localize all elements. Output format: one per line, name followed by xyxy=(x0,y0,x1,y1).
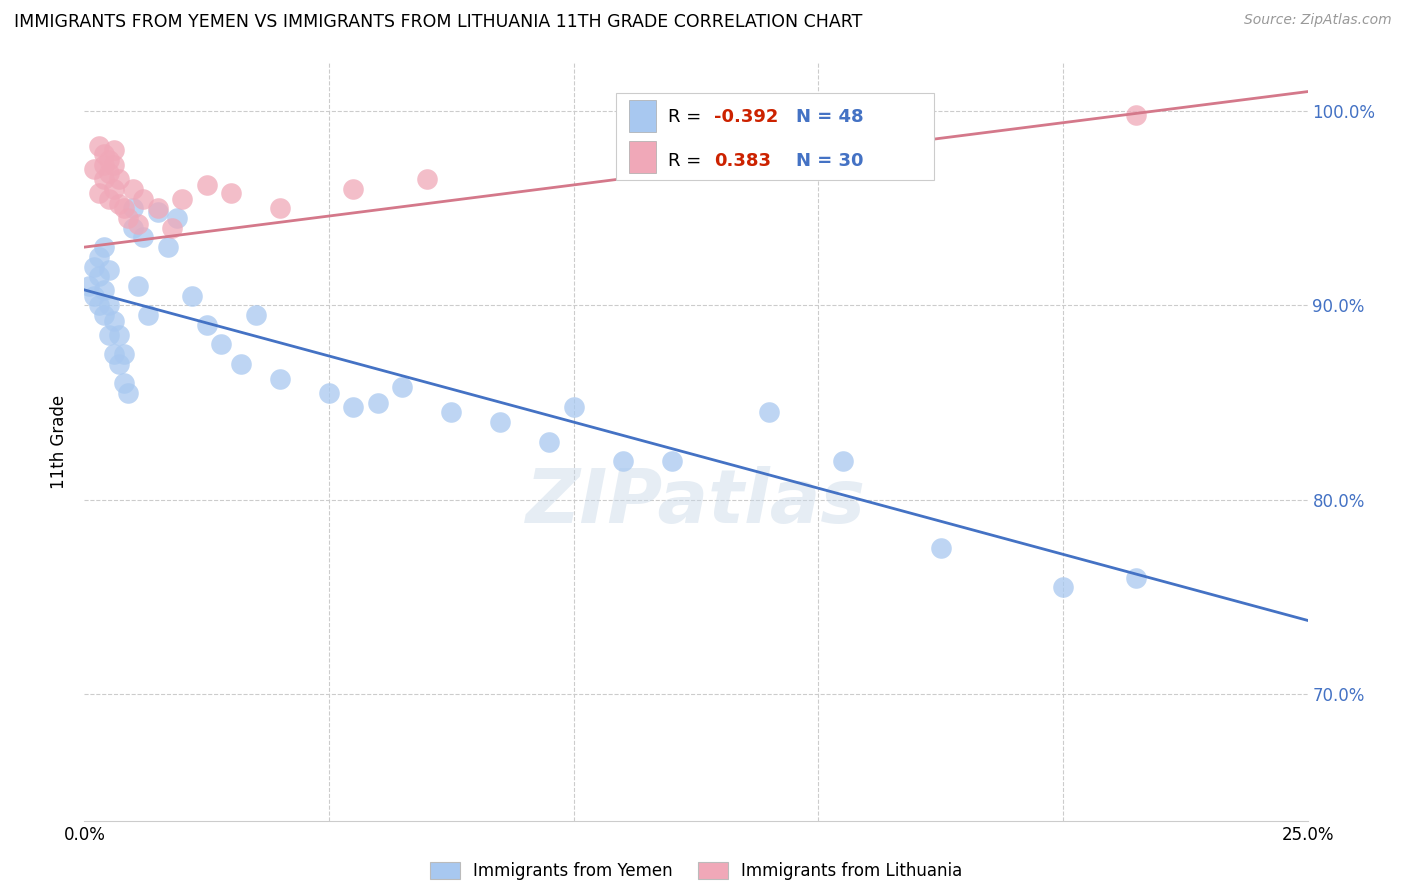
Point xyxy=(127,279,149,293)
Point xyxy=(342,182,364,196)
Point xyxy=(107,172,129,186)
Point xyxy=(87,269,110,284)
Point xyxy=(122,201,145,215)
Point xyxy=(112,376,135,391)
Point xyxy=(87,139,110,153)
Point xyxy=(93,283,115,297)
Text: N = 48: N = 48 xyxy=(796,108,863,126)
Point xyxy=(1052,580,1074,594)
Point xyxy=(87,250,110,264)
Point xyxy=(162,220,184,235)
Point xyxy=(97,166,120,180)
Point xyxy=(172,192,194,206)
Point xyxy=(181,289,204,303)
Point xyxy=(112,347,135,361)
Point xyxy=(122,182,145,196)
Point xyxy=(83,289,105,303)
Point xyxy=(83,162,105,177)
Point xyxy=(195,318,218,332)
Point xyxy=(97,298,120,312)
Point xyxy=(166,211,188,225)
Point xyxy=(269,201,291,215)
Point xyxy=(342,400,364,414)
Point xyxy=(132,230,155,244)
Point xyxy=(440,405,463,419)
Point xyxy=(929,541,952,556)
Point xyxy=(127,217,149,231)
Point xyxy=(83,260,105,274)
Point xyxy=(195,178,218,192)
Point xyxy=(661,153,683,167)
Point xyxy=(87,186,110,200)
Point xyxy=(1125,108,1147,122)
Point xyxy=(112,201,135,215)
Point xyxy=(93,146,115,161)
Point xyxy=(136,308,159,322)
Point xyxy=(103,143,125,157)
Point xyxy=(856,143,879,157)
Point xyxy=(103,347,125,361)
Point xyxy=(103,314,125,328)
Point xyxy=(1125,571,1147,585)
Y-axis label: 11th Grade: 11th Grade xyxy=(51,394,69,489)
Point xyxy=(831,454,853,468)
Point xyxy=(146,205,169,219)
Text: N = 30: N = 30 xyxy=(796,152,863,169)
Point xyxy=(107,197,129,211)
Point xyxy=(367,395,389,409)
Point xyxy=(132,192,155,206)
Point xyxy=(107,357,129,371)
Point xyxy=(93,172,115,186)
Point xyxy=(146,201,169,215)
FancyBboxPatch shape xyxy=(616,93,935,180)
Text: Source: ZipAtlas.com: Source: ZipAtlas.com xyxy=(1244,13,1392,28)
Point xyxy=(107,327,129,342)
Point xyxy=(97,153,120,167)
Point xyxy=(489,415,512,429)
Text: IMMIGRANTS FROM YEMEN VS IMMIGRANTS FROM LITHUANIA 11TH GRADE CORRELATION CHART: IMMIGRANTS FROM YEMEN VS IMMIGRANTS FROM… xyxy=(14,13,862,31)
Text: R =: R = xyxy=(668,108,707,126)
Point xyxy=(97,263,120,277)
FancyBboxPatch shape xyxy=(628,100,655,132)
Point xyxy=(77,279,100,293)
Point xyxy=(219,186,242,200)
Point xyxy=(97,192,120,206)
Point xyxy=(229,357,252,371)
Point xyxy=(87,298,110,312)
Point xyxy=(117,386,139,401)
Point xyxy=(661,454,683,468)
Point xyxy=(93,240,115,254)
Point xyxy=(93,308,115,322)
Text: ZIPatlas: ZIPatlas xyxy=(526,466,866,539)
Point xyxy=(318,386,340,401)
Point xyxy=(562,400,585,414)
Point xyxy=(93,159,115,173)
Text: 0.383: 0.383 xyxy=(714,152,772,169)
Legend: Immigrants from Yemen, Immigrants from Lithuania: Immigrants from Yemen, Immigrants from L… xyxy=(422,854,970,888)
Point xyxy=(209,337,232,351)
Text: R =: R = xyxy=(668,152,713,169)
Point xyxy=(156,240,179,254)
Point xyxy=(758,405,780,419)
Point xyxy=(269,372,291,386)
FancyBboxPatch shape xyxy=(628,141,655,173)
Point xyxy=(416,172,439,186)
Point xyxy=(122,220,145,235)
Point xyxy=(117,211,139,225)
Point xyxy=(245,308,267,322)
Point xyxy=(97,327,120,342)
Point xyxy=(538,434,561,449)
Point xyxy=(612,454,634,468)
Text: -0.392: -0.392 xyxy=(714,108,779,126)
Point xyxy=(103,182,125,196)
Point xyxy=(103,159,125,173)
Point xyxy=(391,380,413,394)
